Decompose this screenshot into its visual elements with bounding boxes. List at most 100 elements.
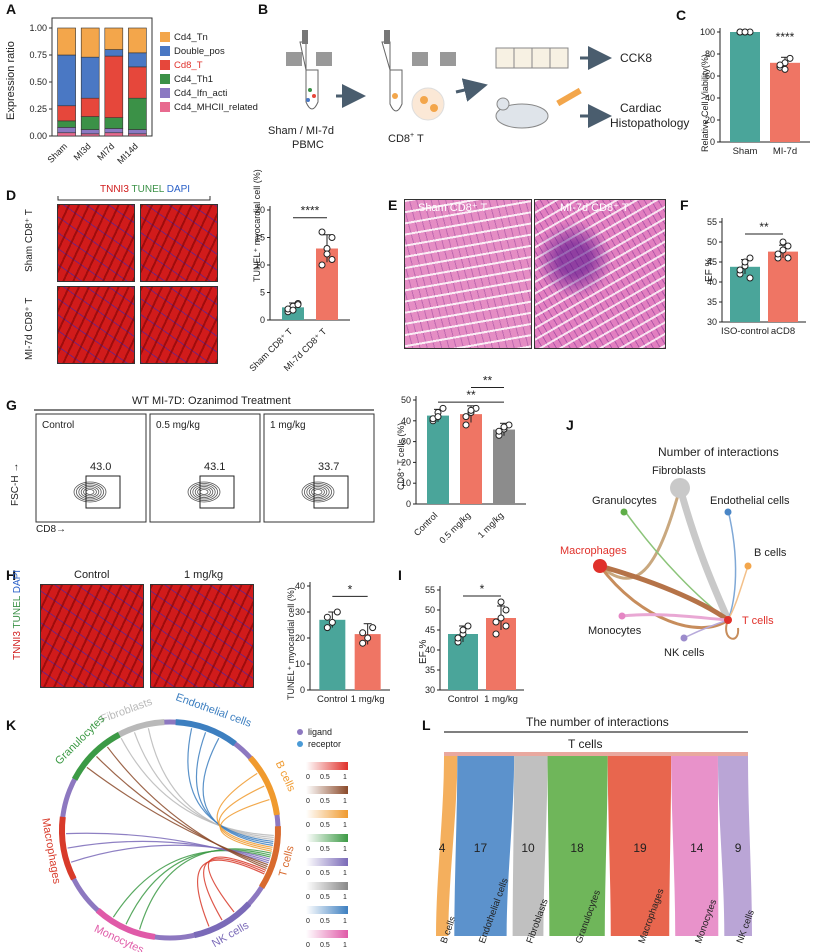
scale-tick: 1 — [343, 822, 347, 829]
facs-contour — [308, 486, 328, 498]
data-point — [746, 254, 754, 262]
data-point — [369, 624, 377, 632]
edge-fibroblasts-macrophages — [599, 487, 682, 580]
panel-l-target: T cells — [568, 737, 602, 751]
panel-b: Sham / MI-7d PBMC CD8+ T CCK8 Cardiac Hi… — [268, 30, 689, 151]
chord-link — [139, 848, 272, 930]
cell-dot — [392, 93, 398, 99]
node-macrophages — [593, 559, 607, 573]
sector-arc — [259, 826, 281, 889]
a-bar-segment — [57, 127, 76, 134]
scale-tick: 0 — [306, 870, 310, 877]
panel-label-k: K — [6, 717, 16, 733]
y-tick-label: 10 — [255, 260, 265, 270]
facs-contour — [194, 486, 214, 498]
data-point — [328, 234, 336, 241]
a-ytick-label: 1.00 — [29, 23, 47, 33]
legend-swatch — [160, 46, 170, 56]
data-point — [781, 65, 789, 73]
color-scale-bar — [306, 834, 348, 842]
panel-label-e: E — [388, 197, 397, 213]
pipette-icon — [302, 30, 308, 44]
panel-label-g: G — [6, 397, 17, 413]
panel-l-title: The number of interactions — [526, 715, 669, 729]
data-point — [492, 630, 500, 638]
color-scale-bar — [306, 906, 348, 914]
facs-gate-value: 33.7 — [318, 461, 339, 473]
data-point — [359, 629, 367, 637]
panel-label-a: A — [6, 1, 16, 17]
panel-a-yticks: 0.00 0.25 0.50 0.75 1.00 — [29, 23, 52, 141]
node-bcells — [744, 562, 752, 570]
filter-block — [412, 52, 428, 66]
y-tick-label: 0 — [710, 137, 715, 147]
sector-label: B cells — [273, 759, 298, 794]
mouse-icon — [495, 103, 549, 129]
y-tick-label: 35 — [707, 297, 717, 307]
data-point — [492, 618, 500, 626]
a-ytick-label: 0.50 — [29, 77, 47, 87]
a-bar-segment — [80, 97, 100, 117]
chord-link — [67, 840, 270, 862]
he-title-mi: MI-7d CD8⁺ T — [560, 202, 629, 214]
sig-label: ** — [483, 374, 493, 388]
data-point — [318, 261, 326, 269]
a-bar-segment — [80, 56, 100, 99]
data-point — [364, 634, 372, 642]
chord-link — [96, 756, 268, 868]
scale-tick: 1 — [343, 774, 347, 781]
data-point — [464, 622, 472, 630]
facs-title: 0.5 mg/kg — [156, 420, 200, 431]
panel-i: EF % — [418, 639, 429, 664]
sig-label: * — [480, 582, 485, 596]
data-point — [784, 254, 792, 262]
sector-label: T cells — [277, 844, 297, 878]
band-count: 4 — [439, 841, 446, 855]
chord-link — [218, 785, 273, 850]
label-tcells: T cells — [742, 615, 774, 627]
facs-contour — [306, 484, 330, 500]
chord-link — [112, 850, 271, 918]
facs-contour — [187, 481, 221, 503]
bracket — [57, 196, 211, 201]
bar — [319, 619, 346, 690]
x-tick-label: 1 mg/kg — [476, 510, 506, 540]
x-tick-label: MI-7d — [773, 146, 797, 157]
cd8-cell-zoom — [411, 87, 445, 121]
y-tick-label: 60 — [705, 71, 715, 81]
x-tick-label: ISO-control — [721, 326, 769, 337]
y-tick-label: 40 — [401, 416, 411, 426]
band-count: 9 — [735, 841, 742, 855]
panel-a-legend: Cd4_Tn Double_pos Cd8_T Cd4_Th1 Cd4_Ifn_acti… — [160, 32, 258, 113]
data-point — [459, 626, 467, 634]
a-bar-segment — [128, 66, 147, 99]
filter-block — [286, 52, 302, 66]
panel-f-ylabel: EF % — [704, 257, 715, 282]
label-monocytes: Monocytes — [588, 625, 642, 637]
chord-link — [207, 856, 267, 913]
chord-link — [216, 772, 273, 848]
legend-label: Cd4_Th1 — [174, 74, 213, 85]
y-tick-label: 10 — [295, 659, 305, 669]
label-fibroblasts: Fibroblasts — [652, 465, 706, 477]
band-count: 10 — [521, 841, 535, 855]
panel-label-b: B — [258, 1, 268, 17]
chord-link — [147, 728, 274, 841]
data-point — [439, 404, 447, 412]
y-tick-label: 35 — [425, 665, 435, 675]
band-count: 17 — [474, 841, 488, 855]
edge-fibroblasts-tcells — [676, 487, 732, 622]
label-granulocytes: Granulocytes — [592, 495, 657, 507]
panel-label-h: H — [6, 567, 16, 583]
edge-monocytes-tcells — [621, 613, 729, 622]
facs-gate — [199, 475, 235, 509]
panel-a-frame — [51, 17, 153, 137]
micrograph-mi-zoom — [140, 286, 218, 364]
interaction-band — [607, 756, 672, 936]
band-count: 14 — [690, 841, 704, 855]
data-point — [774, 250, 782, 258]
y-tick-label: 20 — [705, 115, 715, 125]
x-tick-label: Control — [448, 694, 479, 705]
y-tick-label: 5 — [260, 288, 265, 298]
